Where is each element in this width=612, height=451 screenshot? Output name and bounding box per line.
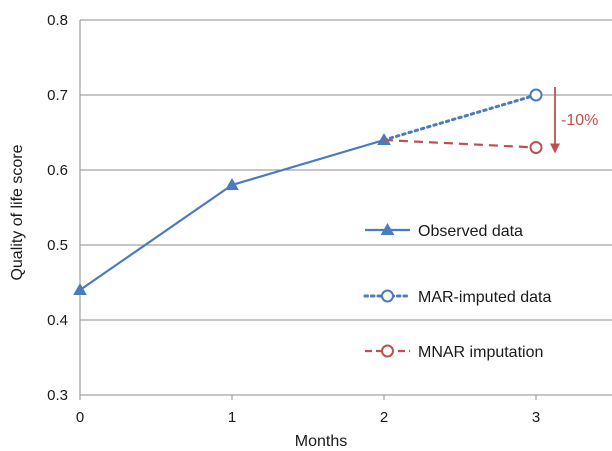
series-mar-imputed-data — [382, 88, 543, 142]
y-tick-label: 0.3 — [47, 387, 68, 404]
annotation-label: -10% — [561, 112, 598, 129]
legend-label: Observed data — [418, 223, 523, 240]
series — [73, 88, 543, 295]
x-axis-title: Months — [295, 433, 347, 450]
data-point — [225, 177, 239, 190]
grid-lines — [79, 19, 612, 400]
data-point — [73, 282, 87, 295]
x-tick-label: 0 — [76, 409, 84, 426]
y-tick-label: 0.4 — [47, 312, 68, 329]
legend-marker — [380, 222, 395, 235]
y-axis-title: Quality of life score — [9, 144, 26, 280]
tick-labels: 0.3 0.4 0.5 0.6 0.7 0.8 0 1 2 3 — [47, 12, 540, 426]
series-line — [382, 93, 538, 142]
y-tick-label: 0.5 — [47, 237, 68, 254]
y-tick-label: 0.7 — [47, 87, 68, 104]
y-tick-label: 0.6 — [47, 162, 68, 179]
x-tick-label: 2 — [380, 409, 388, 426]
annotation: -10% — [550, 87, 598, 154]
series-mnar-imputation — [383, 138, 543, 154]
axes — [79, 20, 612, 396]
legend-item: MNAR imputation — [365, 344, 543, 361]
x-tick-label: 3 — [532, 409, 540, 426]
series-line — [79, 138, 385, 291]
series-observed-data — [73, 132, 391, 295]
legend-label: MNAR imputation — [418, 344, 543, 361]
x-tick-label: 1 — [228, 409, 236, 426]
legend: Observed data MAR-imputed data MNAR imputa… — [363, 222, 551, 361]
legend-marker — [381, 289, 394, 303]
annotation-arrowhead — [550, 143, 560, 154]
y-tick-label: 0.8 — [47, 12, 68, 29]
legend-label: MAR-imputed data — [418, 289, 551, 306]
series-line — [383, 138, 537, 149]
legend-item: MAR-imputed data — [363, 289, 551, 306]
data-point — [529, 141, 543, 154]
legend-marker — [381, 344, 394, 358]
data-point — [529, 88, 543, 102]
legend-item: Observed data — [365, 222, 523, 240]
